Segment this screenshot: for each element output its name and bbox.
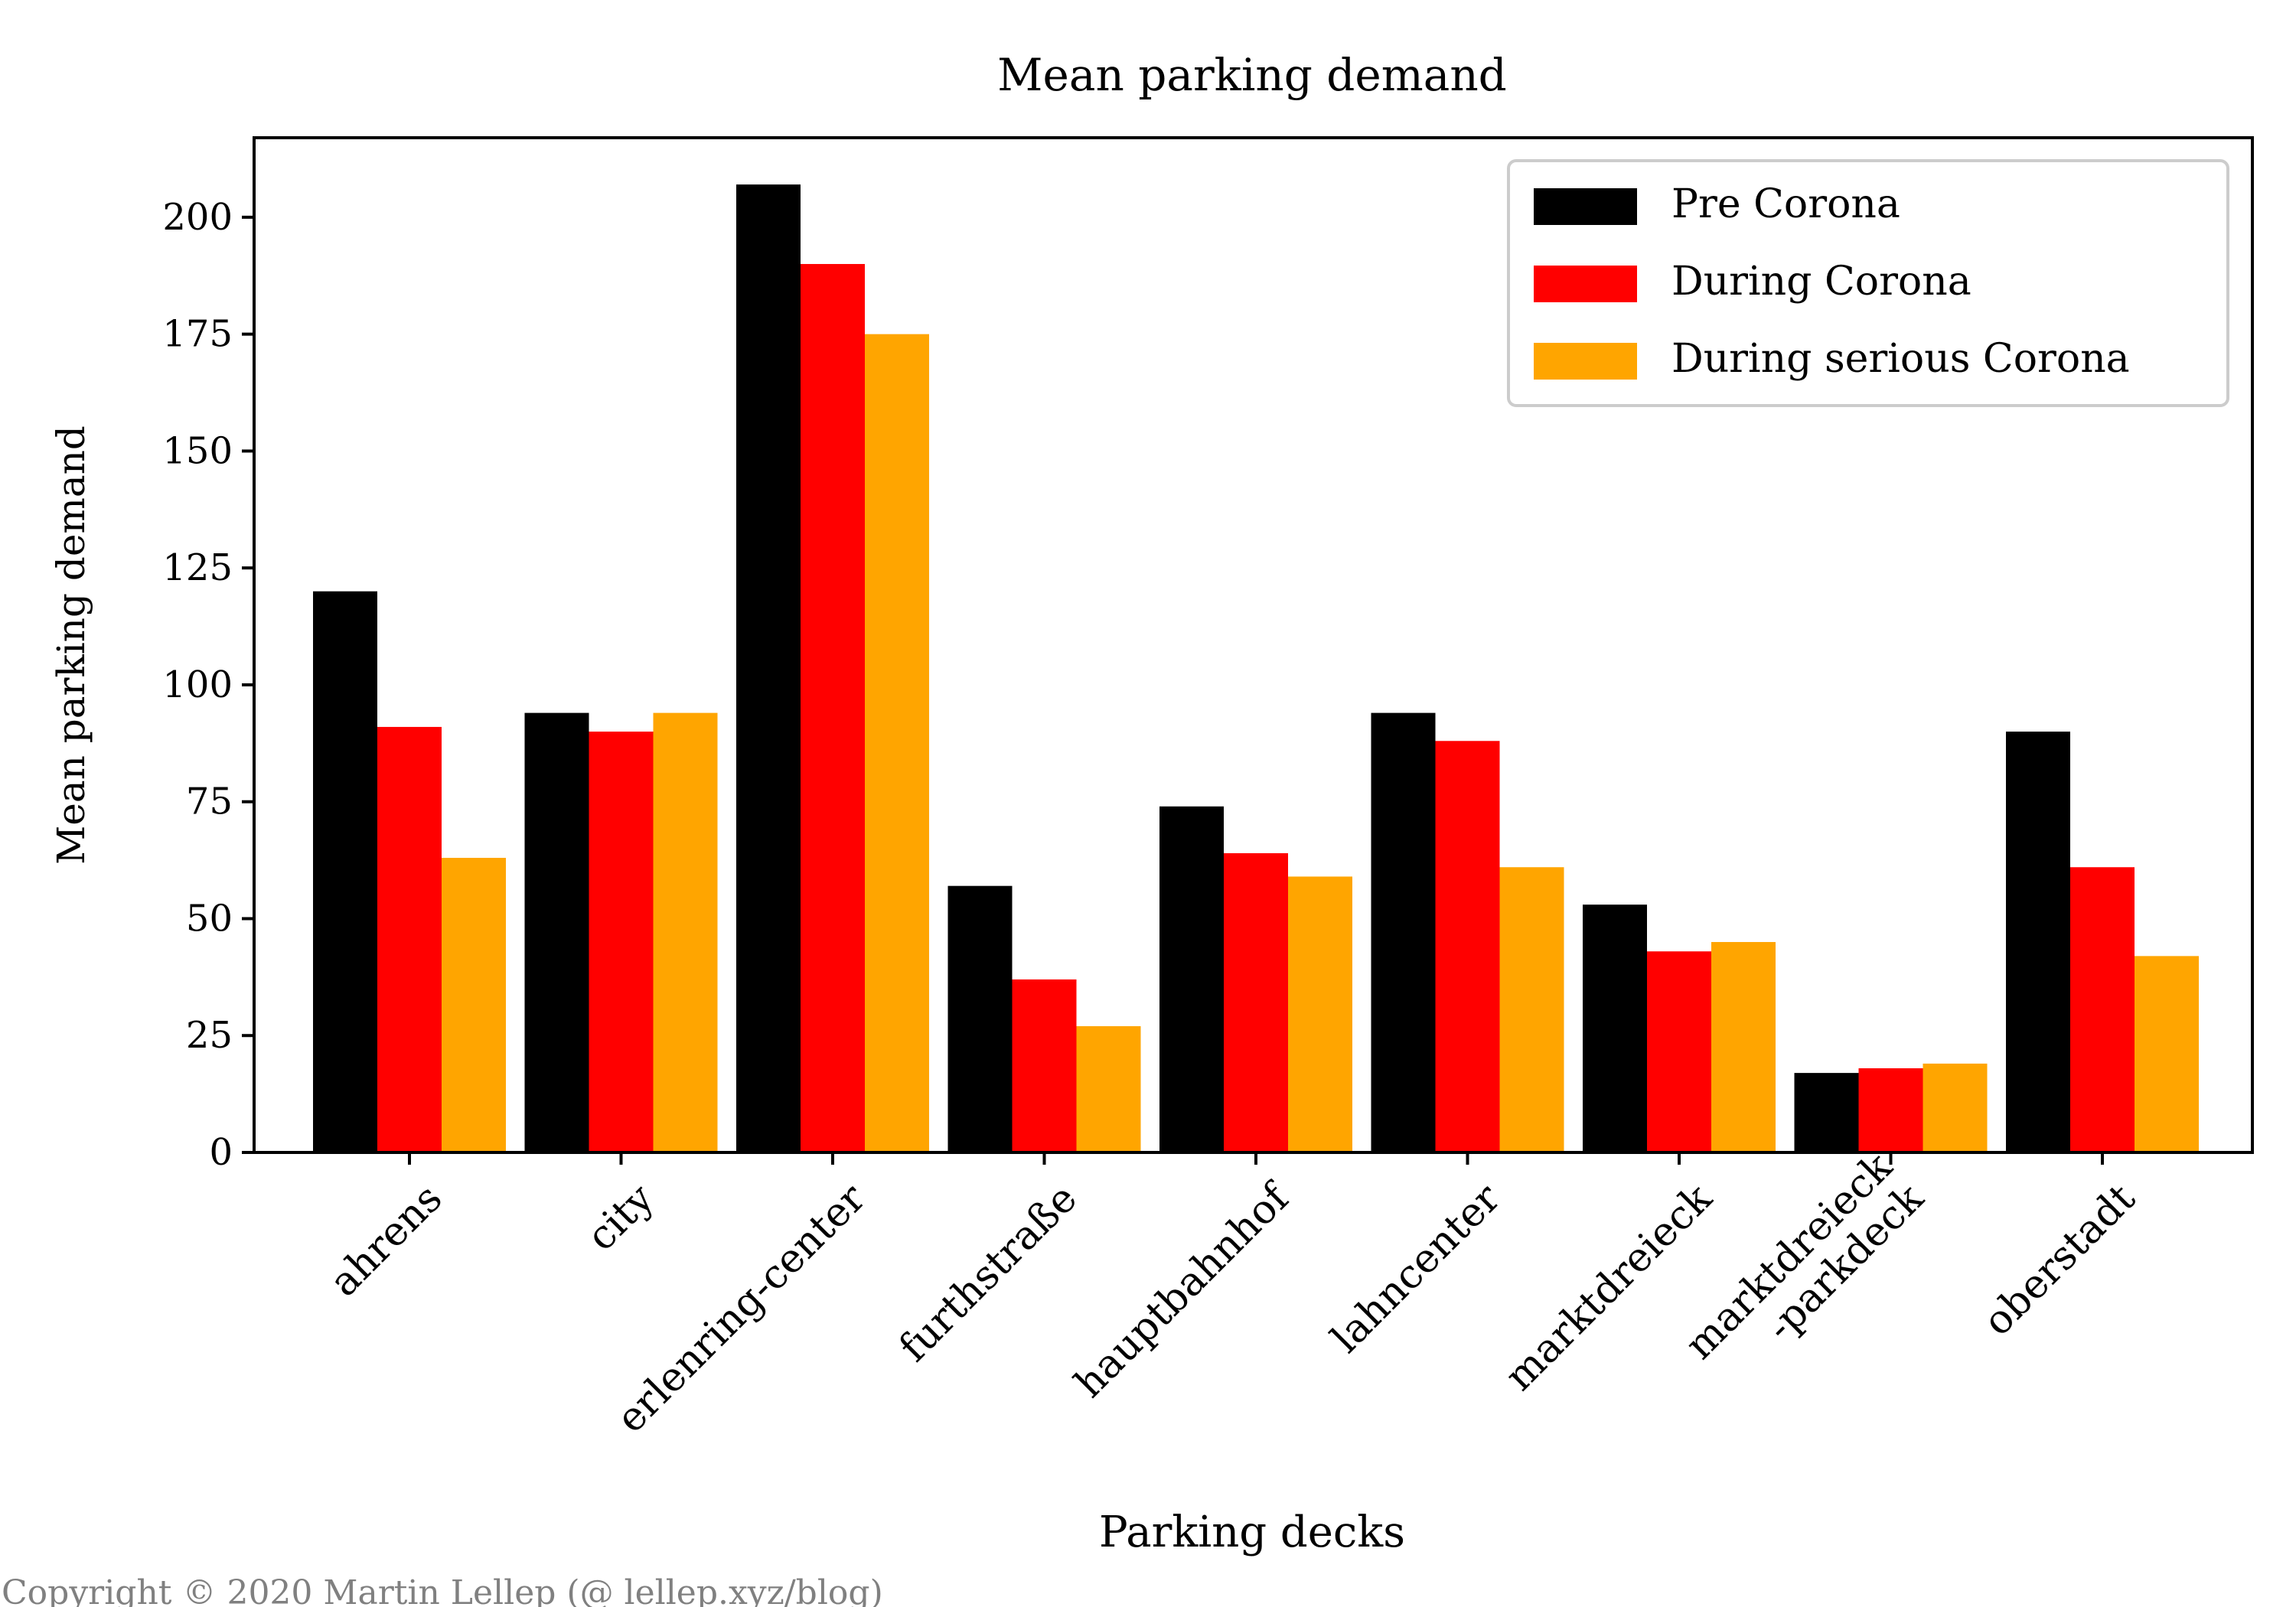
legend-swatch [1534,266,1637,302]
x-tick-label: ahrens [321,1175,452,1305]
x-tick-label: marktdreieck-parkdeck [1677,1144,1932,1368]
chart-title: Mean parking demand [997,49,1507,101]
bar-1-8 [2070,867,2135,1152]
bar-0-6 [1583,905,1647,1152]
x-tick-label: lahncenter [1322,1175,1509,1362]
bar-1-5 [1435,741,1500,1152]
y-axis-label: Mean parking demand [49,425,93,865]
x-tick-label-line: city [579,1175,664,1260]
bar-2-4 [1288,876,1352,1152]
y-tick-label: 50 [186,897,233,940]
legend: Pre Corona During Corona During serious Co… [1507,159,2229,407]
legend-frame [1507,159,2229,407]
x-tick-label: furthstraße [891,1175,1086,1371]
bar-0-4 [1159,806,1224,1152]
y-tick-label: 150 [162,429,233,472]
bar-2-7 [1923,1063,1988,1152]
legend-swatch [1534,343,1637,380]
bar-2-8 [2135,956,2199,1152]
bar-0-1 [524,712,589,1152]
legend-label: During serious Corona [1671,336,2130,382]
bar-1-0 [377,726,442,1152]
bar-1-3 [1012,979,1077,1152]
legend-label: During Corona [1671,259,1971,305]
y-tick-label: 25 [186,1014,233,1057]
legend-label: Pre Corona [1671,181,1900,227]
x-tick-label: city [579,1175,664,1260]
bar-2-1 [653,712,718,1152]
y-tick-label: 175 [162,313,233,356]
bar-0-0 [313,591,377,1152]
bar-0-2 [736,184,801,1153]
bar-2-2 [865,334,929,1153]
bar-0-5 [1371,712,1436,1152]
y-axis-ticks: 0 25 50 75 100 125 150 175 200 [162,196,254,1174]
bar-2-6 [1711,942,1776,1152]
bar-0-8 [2006,732,2070,1152]
x-tick-label-line: oberstadt [1975,1175,2144,1345]
bars-group [313,184,2199,1153]
bar-2-5 [1499,867,1564,1152]
x-tick-label-line: marktdreieck [1496,1175,1720,1400]
bar-0-7 [1794,1073,1859,1152]
bar-1-4 [1224,852,1288,1152]
legend-swatch [1534,188,1637,225]
bar-0-3 [947,885,1013,1152]
x-tick-label: oberstadt [1975,1175,2144,1345]
plot-frame [253,136,2254,1154]
y-tick-label: 200 [162,196,233,239]
bar-1-2 [801,263,865,1152]
bar-2-3 [1076,1026,1141,1152]
bar-1-7 [1858,1068,1923,1152]
x-axis-label: Parking decks [1099,1508,1405,1557]
y-tick-label: 0 [209,1131,233,1174]
bar-1-6 [1647,951,1711,1152]
x-tick-label-line: hauptbahnhof [1066,1173,1300,1407]
y-tick-label: 75 [186,781,233,823]
x-tick-label: marktdreieck [1496,1175,1720,1400]
y-tick-label: 100 [162,663,233,706]
copyright-notice: Copyright © 2020 Martin Lellep (@ lellep… [2,1573,883,1607]
x-tick-label-line: lahncenter [1322,1175,1509,1362]
y-tick-label: 125 [162,546,233,589]
bar-1-1 [589,732,654,1152]
x-tick-label-line: furthstraße [891,1175,1086,1371]
x-tick-label-line: ahrens [321,1175,452,1305]
bar-2-0 [442,858,506,1152]
x-tick-label: hauptbahnhof [1066,1173,1300,1407]
